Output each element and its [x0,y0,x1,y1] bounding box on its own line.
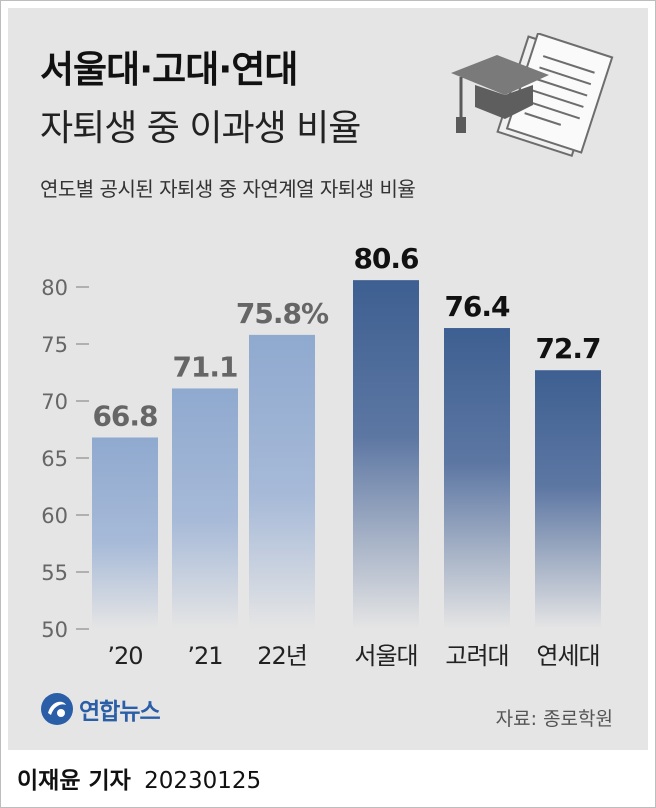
bar [172,388,238,629]
title: 서울대·고대·연대 [40,48,298,91]
value-label: 66.8 [92,399,157,432]
date: 20230125 [144,768,262,794]
x-tick-label: 고려대 [445,642,508,670]
bar [535,370,601,629]
bars [92,280,601,629]
chart-subtitle: 연도별 공시된 자퇴생 중 자연계열 자퇴생 비율 [40,177,416,201]
bar-chart: 50 55 60 65 70 75 80 66.8 71.1 75.8% 80.6 76.4 72.7… [41,242,601,670]
value-labels: 66.8 71.1 75.8% 80.6 76.4 72.7 [92,242,601,432]
graduation-cap-papers-icon [451,33,614,158]
bar [444,328,510,629]
byline: 이재윤 기자 20230125 [17,761,261,795]
bar [353,280,419,629]
source-note: 자료: 종로학원 [495,708,613,730]
y-tick-label: 50 [41,618,68,642]
x-tick-label: 연세대 [536,642,599,670]
value-label: 80.6 [353,242,418,275]
logo-text: 연합뉴스 [79,699,161,725]
value-label: 72.7 [535,332,600,365]
y-tick-label: 55 [41,561,68,585]
yonhap-logo-icon [41,693,73,725]
x-tick-label: 22년 [257,642,307,670]
x-tick-label: 서울대 [354,642,417,670]
title-subline: 자퇴생 중 이과생 비율 [40,108,361,149]
x-tick-label: ’20 [107,642,142,670]
y-tick-label: 80 [41,276,68,300]
x-axis: ’20 ’21 22년 서울대 고려대 연세대 [107,642,600,670]
bar [249,334,315,629]
y-tick-label: 60 [41,504,68,528]
value-label: 75.8% [236,297,329,330]
y-tick-label: 70 [41,390,68,414]
author: 이재윤 기자 [17,768,131,794]
y-axis: 50 55 60 65 70 75 80 [41,276,89,642]
value-label: 76.4 [444,290,510,323]
bar [92,437,158,629]
yonhap-logo: 연합뉴스 [39,691,161,727]
x-tick-label: ’21 [187,642,222,670]
y-tick-label: 65 [41,447,68,471]
y-tick-label: 75 [41,333,68,357]
value-label: 71.1 [172,350,237,383]
